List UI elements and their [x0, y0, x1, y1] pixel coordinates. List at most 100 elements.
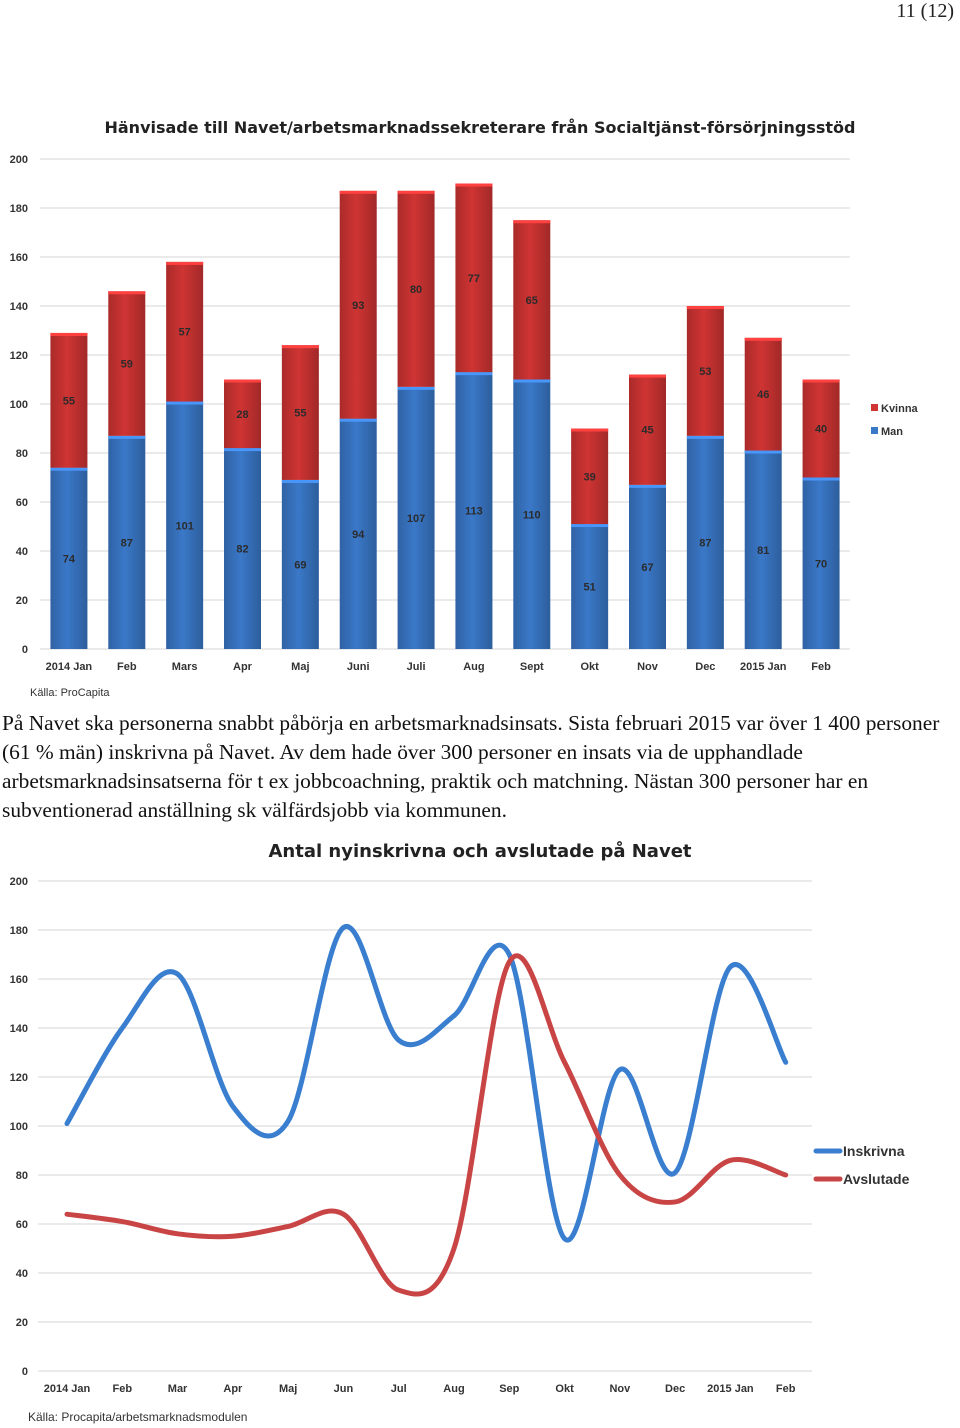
bar-cap	[686, 435, 724, 439]
y-tick-label: 80	[16, 1170, 28, 1182]
bar-kvinna	[397, 190, 435, 387]
bar-kvinna	[744, 337, 782, 451]
bar-kvinna	[50, 332, 88, 468]
x-tick-label: Nov	[637, 661, 659, 673]
x-tick-label: 2015 Jan	[740, 661, 787, 673]
data-label: 40	[815, 424, 827, 436]
bar-kvinna	[513, 220, 551, 380]
x-tick-label: Maj	[291, 661, 309, 673]
bar-cap	[108, 291, 146, 295]
body-paragraph: På Navet ska personerna snabbt påbörja e…	[2, 711, 940, 822]
bar-cap	[339, 418, 377, 422]
bar-cap	[455, 372, 493, 376]
y-tick-label: 0	[22, 1366, 28, 1378]
x-tick-label: Mars	[172, 661, 198, 673]
data-label: 70	[815, 558, 827, 570]
data-label: 46	[757, 389, 769, 401]
bar-man	[50, 467, 88, 649]
bar-kvinna	[339, 190, 377, 419]
line-chart-title: Antal nyinskrivna och avslutade på Navet	[268, 841, 692, 862]
x-tick-label: Nov	[609, 1383, 631, 1395]
y-tick-label: 200	[10, 154, 28, 166]
x-tick-label: Okt	[580, 661, 599, 673]
y-tick-label: 40	[16, 546, 28, 558]
y-tick-label: 100	[10, 1121, 28, 1133]
data-label: 87	[121, 537, 133, 549]
bar-man	[339, 418, 377, 649]
bar-man	[224, 448, 261, 649]
y-tick-label: 60	[16, 497, 28, 509]
bar-cap	[50, 467, 88, 471]
bar-cap	[339, 190, 377, 194]
legend-label: Inskrivna	[843, 1143, 905, 1159]
data-label: 57	[179, 327, 191, 339]
data-label: 107	[407, 513, 425, 525]
bar-kvinna	[802, 379, 840, 478]
data-label: 59	[121, 359, 133, 371]
legend-label: Avslutade	[843, 1171, 910, 1187]
bar-cap	[686, 306, 724, 309]
bar-cap	[281, 345, 319, 349]
bar-kvinna	[281, 345, 319, 480]
bar-cap	[513, 220, 551, 224]
x-tick-label: Apr	[223, 1383, 243, 1395]
data-label: 94	[352, 529, 365, 541]
legend-label: Man	[881, 426, 903, 438]
bar-cap	[744, 337, 782, 341]
data-label: 74	[63, 553, 76, 565]
bar-cap	[281, 479, 319, 483]
x-tick-label: Jul	[391, 1383, 407, 1395]
bar-man	[571, 524, 609, 649]
legend-swatch	[871, 404, 878, 411]
y-tick-label: 20	[16, 1317, 28, 1329]
data-label: 113	[465, 506, 483, 518]
data-label: 28	[236, 409, 248, 421]
data-label: 39	[584, 471, 596, 483]
bar-cap	[513, 379, 551, 383]
bar-cap	[571, 524, 609, 528]
y-tick-label: 120	[10, 350, 28, 362]
bar-man	[455, 372, 493, 649]
bar-cap	[397, 190, 435, 194]
data-label: 80	[410, 284, 422, 296]
series-line-avslutade	[64, 953, 789, 1297]
data-label: 110	[523, 509, 541, 521]
bar-man	[629, 484, 666, 649]
page-number: 11 (12)	[896, 0, 954, 22]
x-tick-label: 2014 Jan	[46, 661, 93, 673]
data-label: 51	[584, 582, 596, 594]
bar-cap	[629, 374, 666, 378]
bar-man	[166, 401, 204, 649]
data-label: 82	[236, 544, 248, 556]
y-tick-label: 180	[10, 203, 28, 215]
y-tick-label: 140	[10, 1023, 28, 1035]
bar-cap	[397, 386, 435, 390]
data-label: 45	[641, 425, 653, 437]
data-label: 101	[175, 520, 193, 532]
y-tick-label: 80	[16, 448, 28, 460]
x-tick-label: Aug	[463, 661, 484, 673]
bar-man	[513, 379, 551, 649]
x-tick-label: 2014 Jan	[44, 1383, 91, 1395]
bar-chart-title: Hänvisade till Navet/arbetsmarknadssekre…	[104, 118, 856, 137]
bar-cap	[108, 435, 146, 439]
x-tick-label: Juli	[407, 661, 426, 673]
bar-cap	[166, 401, 204, 405]
bar-chart-source: Källa: ProCapita	[30, 687, 110, 699]
x-tick-label: Jun	[334, 1383, 354, 1395]
bar-cap	[50, 332, 88, 336]
bar-kvinna	[571, 428, 609, 525]
x-tick-label: Dec	[665, 1383, 685, 1395]
x-tick-label: Feb	[811, 661, 831, 673]
y-tick-label: 200	[10, 876, 28, 888]
bar-chart: 0 20 40 60 80 100 120 140 160 180 200 74 55 2014 Jan 8…	[10, 154, 919, 673]
x-tick-label: Dec	[695, 661, 715, 673]
data-label: 55	[294, 408, 306, 420]
line-chart-source: Källa: Procapita/arbetsmarknadsmodulen	[28, 1410, 248, 1424]
x-tick-label: Mar	[168, 1383, 188, 1395]
bar-man	[802, 477, 840, 649]
y-tick-label: 20	[16, 595, 28, 607]
bar-kvinna	[166, 261, 204, 402]
bar-cap	[224, 448, 261, 452]
y-tick-label: 160	[10, 974, 28, 986]
